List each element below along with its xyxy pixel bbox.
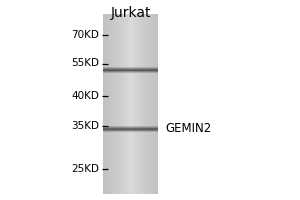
Text: 25KD: 25KD [71,164,99,174]
Text: 40KD: 40KD [71,91,99,101]
Text: 55KD: 55KD [71,58,99,68]
Text: 70KD: 70KD [71,30,99,40]
Text: 35KD: 35KD [71,121,99,131]
Text: GEMIN2: GEMIN2 [165,122,211,135]
Text: Jurkat: Jurkat [110,6,151,20]
